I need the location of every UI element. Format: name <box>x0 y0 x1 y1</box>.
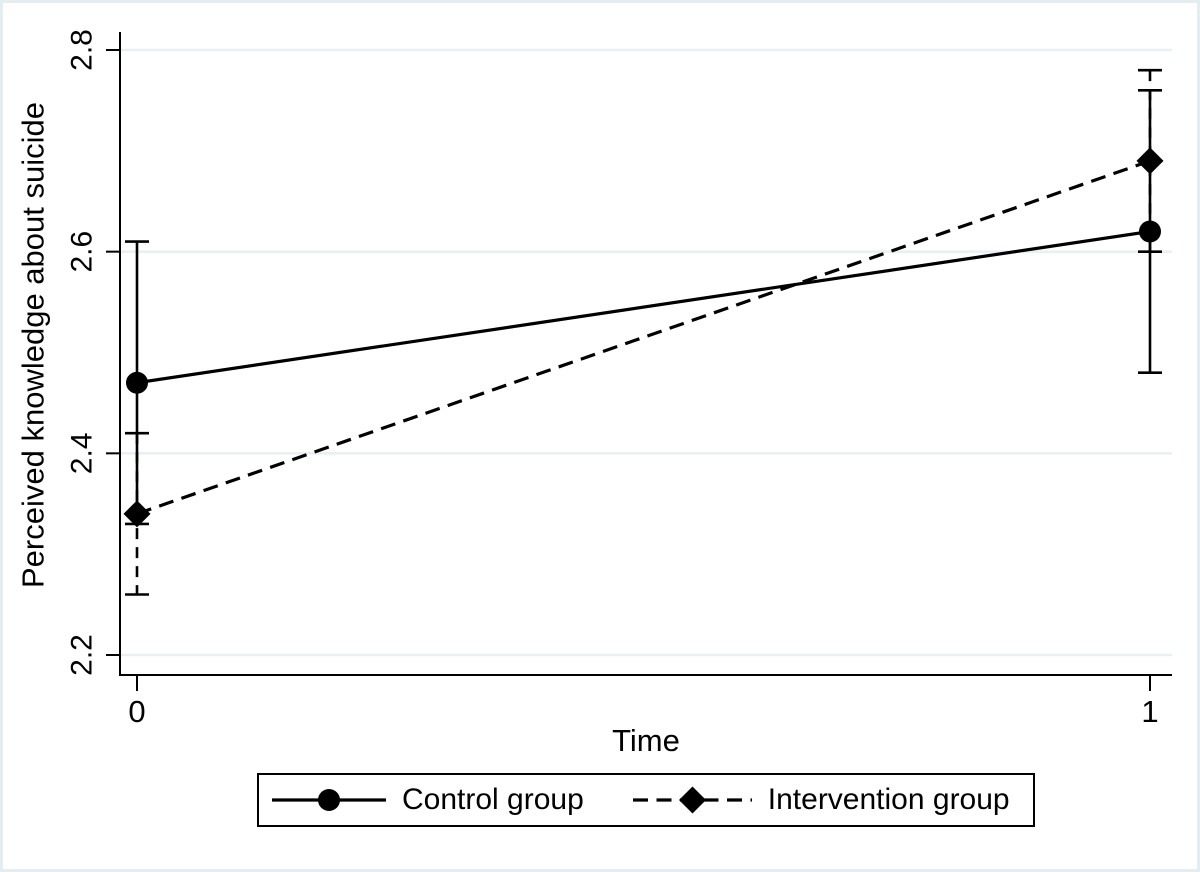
y-axis-title: Perceived knowledge about suicide <box>15 102 51 588</box>
marker-circle <box>126 371 148 394</box>
x-tick-label: 1 <box>1141 694 1158 729</box>
legend-item-control-group: Control group <box>272 783 584 817</box>
series-line-control-group <box>136 229 1151 385</box>
x-tick-label: 0 <box>128 694 145 729</box>
legend-key-control-group <box>272 789 386 811</box>
marker-diamond <box>123 500 151 528</box>
marker-circle <box>1139 220 1161 243</box>
legend-marker-diamond <box>678 786 706 814</box>
y-tick-label: 2.2 <box>66 634 99 676</box>
legend-item-intervention-group: Intervention group <box>632 783 1010 817</box>
legend-key-intervention-group <box>632 786 752 814</box>
y-tick-label: 2.8 <box>66 29 99 71</box>
series-line-intervention-group <box>136 159 1151 516</box>
y-tick-label: 2.4 <box>66 432 99 474</box>
legend: Control group Intervention group <box>257 773 1035 827</box>
legend-marker-circle <box>318 789 340 811</box>
marker-diamond <box>1136 147 1164 175</box>
legend-label-control-group: Control group <box>402 783 584 816</box>
legend-label-intervention-group: Intervention group <box>767 783 1010 816</box>
y-tick-label: 2.6 <box>66 231 99 273</box>
x-axis-title: Time <box>612 723 680 758</box>
